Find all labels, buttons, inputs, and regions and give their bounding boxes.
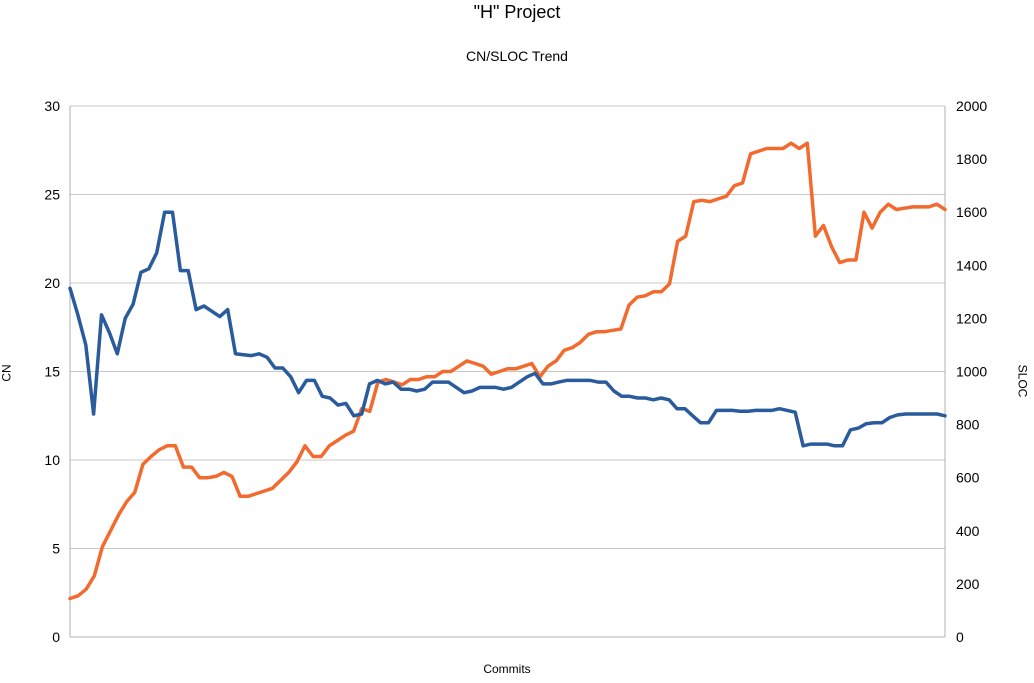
chart-title: "H" Project xyxy=(473,2,561,22)
series-lines xyxy=(68,141,947,601)
right-tick-label: 1600 xyxy=(956,204,987,220)
right-tick-label: 1200 xyxy=(956,310,987,326)
x-axis-label: Commits xyxy=(483,662,531,676)
right-axis-ticks: 0 200 400 600 800 1000 1200 1400 1600 1800 2000 xyxy=(956,98,987,645)
left-tick-label: 20 xyxy=(44,275,60,291)
right-tick-label: 1400 xyxy=(956,257,987,273)
right-tick-label: 2000 xyxy=(956,98,987,114)
right-tick-label: 400 xyxy=(956,523,980,539)
right-tick-label: 1000 xyxy=(956,364,987,380)
chart-subtitle: CN/SLOC Trend xyxy=(466,48,568,64)
left-tick-label: 30 xyxy=(44,98,60,114)
right-tick-label: 600 xyxy=(956,470,980,486)
left-tick-label: 0 xyxy=(52,629,60,645)
y-axis-label-right: SLOC xyxy=(1015,364,1030,398)
right-tick-label: 800 xyxy=(956,417,980,433)
left-tick-label: 15 xyxy=(44,364,60,380)
y-axis-label-left: CN xyxy=(0,364,14,382)
gridlines xyxy=(70,105,945,549)
right-tick-label: 200 xyxy=(956,576,980,592)
left-axis-ticks: 0 5 10 15 20 25 30 xyxy=(44,98,60,645)
left-tick-label: 5 xyxy=(52,541,60,557)
series-line-cn xyxy=(68,210,947,448)
axes xyxy=(69,106,946,638)
right-tick-label: 1800 xyxy=(956,151,987,167)
left-tick-label: 25 xyxy=(44,187,60,203)
left-tick-label: 10 xyxy=(44,452,60,468)
series-line-sloc xyxy=(68,141,947,601)
right-tick-label: 0 xyxy=(956,629,964,645)
